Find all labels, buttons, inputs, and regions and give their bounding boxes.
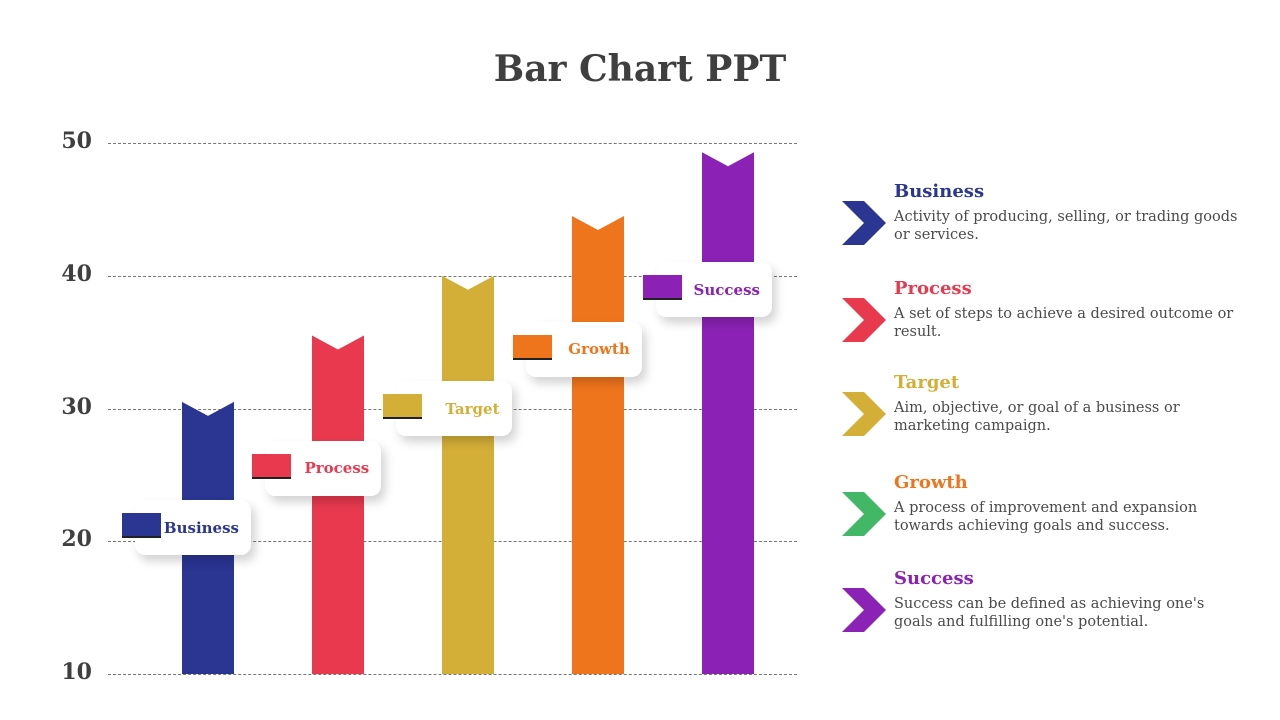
label-flag — [122, 513, 161, 536]
bar-label: Growth — [568, 340, 630, 358]
bar-process — [312, 335, 364, 674]
legend-description: Success can be defined as achieving one'… — [894, 596, 1205, 630]
chevron-right-icon — [842, 588, 886, 632]
page-title: Bar Chart PPT — [493, 48, 787, 90]
legend-title: Target — [894, 372, 960, 393]
gridline — [108, 143, 797, 144]
legend-description: Aim, objective, or goal of a business or… — [894, 400, 1180, 434]
chevron-right-icon — [842, 392, 886, 436]
legend-title: Success — [894, 568, 974, 589]
bar-success — [702, 152, 754, 674]
legend-description: A process of improvement and expansion t… — [894, 500, 1198, 534]
legend-title: Process — [894, 278, 972, 299]
label-flag — [252, 453, 292, 477]
bar-growth — [572, 216, 624, 674]
bar-label: Process — [304, 459, 370, 477]
y-tick-label: 30 — [61, 393, 92, 420]
bar-label: Target — [445, 399, 500, 418]
y-tick-label: 10 — [61, 659, 92, 685]
legend-description: A set of steps to achieve a desired outc… — [894, 306, 1234, 340]
label-flag — [512, 334, 552, 358]
legend-title: Business — [894, 181, 985, 202]
gridline — [108, 674, 797, 675]
bar-label: Success — [693, 280, 760, 299]
label-flag — [382, 394, 422, 417]
chevron-right-icon — [842, 201, 886, 245]
legend-description: Activity of producing, selling, or tradi… — [894, 209, 1238, 243]
gridline — [108, 275, 797, 277]
y-tick-label: 20 — [61, 526, 92, 553]
bar-label: Business — [163, 518, 239, 537]
chevron-right-icon — [842, 492, 886, 536]
y-tick-label: 50 — [61, 128, 92, 154]
y-tick-label: 40 — [61, 260, 92, 287]
chevron-right-icon — [842, 298, 886, 342]
label-flag — [643, 275, 682, 298]
legend-title: Growth — [894, 472, 968, 493]
bar-target — [442, 275, 494, 674]
